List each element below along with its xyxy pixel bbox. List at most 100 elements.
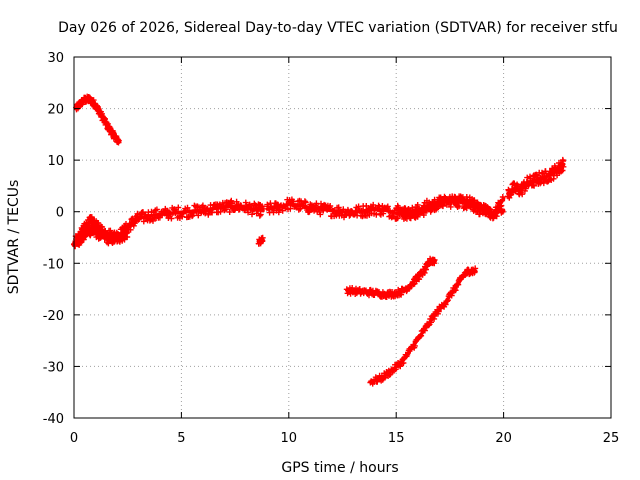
chart-title: Day 026 of 2026, Sidereal Day-to-day VTE… (58, 20, 618, 36)
data-point (449, 193, 456, 200)
data-point (398, 291, 405, 298)
data-point (115, 137, 122, 144)
data-point (259, 205, 266, 212)
data-point (259, 234, 266, 241)
x-tick-label: 5 (177, 431, 185, 446)
data-point (301, 198, 308, 205)
data-point (335, 204, 342, 211)
series-arc-low-right (367, 265, 479, 387)
y-tick-label: -40 (43, 412, 64, 427)
data-point (376, 204, 383, 210)
data-point (370, 201, 377, 208)
data-point (499, 208, 506, 215)
x-tick-label: 10 (281, 431, 298, 446)
data-point (297, 205, 304, 212)
y-tick-label: 10 (47, 154, 64, 169)
data-point (498, 202, 505, 209)
series-arc-low-left (343, 255, 438, 300)
data-point (448, 292, 455, 299)
data-point (150, 217, 156, 224)
data-point (315, 206, 322, 212)
data-point (560, 163, 567, 170)
data-point (531, 182, 538, 189)
data-point (444, 298, 451, 305)
data-point (137, 214, 144, 221)
data-point (493, 208, 500, 215)
series-arc-isolated (255, 234, 266, 247)
data-point (255, 207, 261, 214)
y-tick-label: 0 (56, 206, 64, 221)
data-point (117, 236, 124, 243)
data-point (79, 232, 86, 239)
data-point (476, 211, 483, 218)
data-point (560, 158, 567, 165)
data-point (256, 212, 263, 219)
data-point (226, 209, 233, 215)
data-point (294, 203, 301, 210)
data-point (431, 256, 438, 263)
data-point (173, 208, 180, 215)
data-point (250, 206, 257, 213)
data-point (257, 211, 264, 218)
data-point (253, 210, 260, 217)
y-tick-label: -10 (43, 257, 64, 272)
data-point (320, 207, 327, 214)
x-tick-label: 15 (388, 431, 405, 446)
data-point (78, 236, 85, 242)
data-point (168, 215, 175, 222)
data-point (183, 208, 189, 215)
data-point (472, 265, 479, 272)
data-point (302, 199, 309, 206)
data-point (436, 202, 443, 209)
data-point (406, 213, 413, 220)
data-point (189, 213, 196, 220)
data-point (395, 204, 402, 211)
data-point (202, 210, 209, 217)
plot-frame (73, 56, 612, 419)
x-tick-label: 20 (495, 431, 512, 446)
data-point (153, 206, 160, 213)
series-arc-late (504, 156, 567, 201)
y-tick-label: 20 (47, 103, 64, 118)
data-point (229, 200, 235, 207)
data-point (471, 197, 478, 204)
data-point (245, 209, 252, 216)
data-point (444, 297, 451, 304)
y-tick-label: 30 (47, 51, 64, 66)
x-tick-label: 0 (70, 431, 78, 446)
data-point (411, 342, 418, 349)
data-point (433, 206, 440, 213)
y-tick-labels: -40 -30 -20 -10 0 10 20 30 (43, 51, 64, 427)
data-point (559, 167, 566, 174)
data-point (392, 366, 399, 373)
data-point (420, 212, 427, 218)
data-point (519, 191, 526, 198)
data-point (386, 371, 393, 378)
data-point (195, 212, 202, 219)
data-point (327, 203, 334, 209)
data-point (400, 360, 407, 366)
data-point (107, 227, 114, 234)
data-point (409, 204, 416, 211)
data-point (431, 315, 438, 322)
data-point (127, 226, 134, 233)
series-arc-main (75, 197, 266, 245)
grid (74, 57, 611, 418)
data-point (421, 327, 428, 334)
data-point (442, 301, 449, 308)
data-point (499, 194, 506, 200)
data-point (175, 204, 182, 211)
data-point (456, 203, 463, 210)
series-arc-mid-secondary (393, 193, 506, 222)
series-layer (71, 93, 567, 387)
data-point (346, 212, 353, 219)
series-arc-early-high (73, 93, 122, 146)
data-point (287, 205, 294, 212)
data-point (414, 202, 421, 208)
data-point (217, 208, 224, 215)
y-tick-label: -20 (43, 309, 64, 324)
data-point (311, 207, 318, 214)
data-point (222, 206, 229, 213)
data-point (554, 172, 561, 179)
